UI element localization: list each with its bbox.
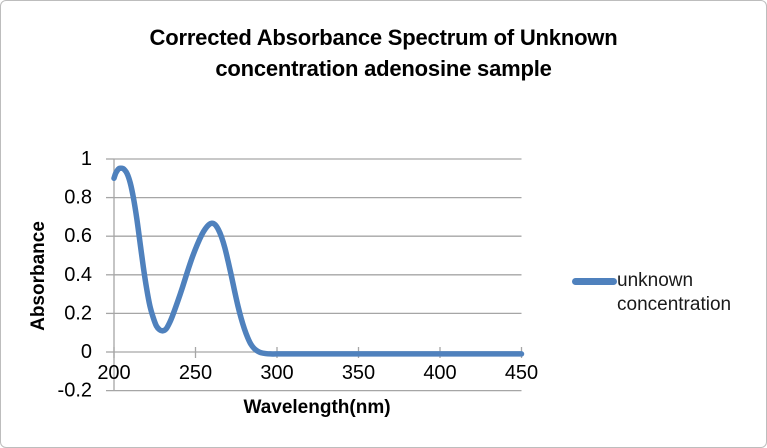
- y-tick-label: 0.6: [64, 225, 92, 247]
- y-tick-labels: 1 0.8 0.6 0.4 0.2 0 -0.2: [58, 148, 92, 402]
- x-tick-label: 300: [260, 362, 293, 384]
- legend-label: unknown concentration: [617, 270, 732, 315]
- x-tick-label: 350: [342, 362, 375, 384]
- legend-line-marker: [572, 278, 617, 285]
- y-tick-label: -0.2: [58, 380, 92, 402]
- x-tick-label: 250: [179, 362, 212, 384]
- legend: unknown concentration: [572, 269, 745, 317]
- x-tick-labels: 200 250 300 350 400 450: [97, 362, 538, 384]
- series-line-unknown-concentration: [111, 165, 525, 357]
- y-tick-label: 1: [81, 148, 92, 170]
- y-tick-marks: [106, 158, 114, 392]
- chart-title-line2: concentration adenosine sample: [215, 56, 552, 81]
- y-tick-label: 0.8: [64, 187, 92, 209]
- x-tick-label: 400: [423, 362, 456, 384]
- y-tick-label: 0.2: [64, 302, 92, 324]
- chart-title: Corrected Absorbance Spectrum of Unknown…: [1, 22, 766, 84]
- x-tick-label: 200: [97, 362, 130, 384]
- x-tick-label: 450: [505, 362, 538, 384]
- y-tick-label: 0.4: [64, 264, 92, 286]
- chart-title-line1: Corrected Absorbance Spectrum of Unknown: [149, 25, 618, 50]
- y-tick-label: 0: [81, 341, 92, 363]
- x-axis-title: Wavelength(nm): [243, 397, 391, 418]
